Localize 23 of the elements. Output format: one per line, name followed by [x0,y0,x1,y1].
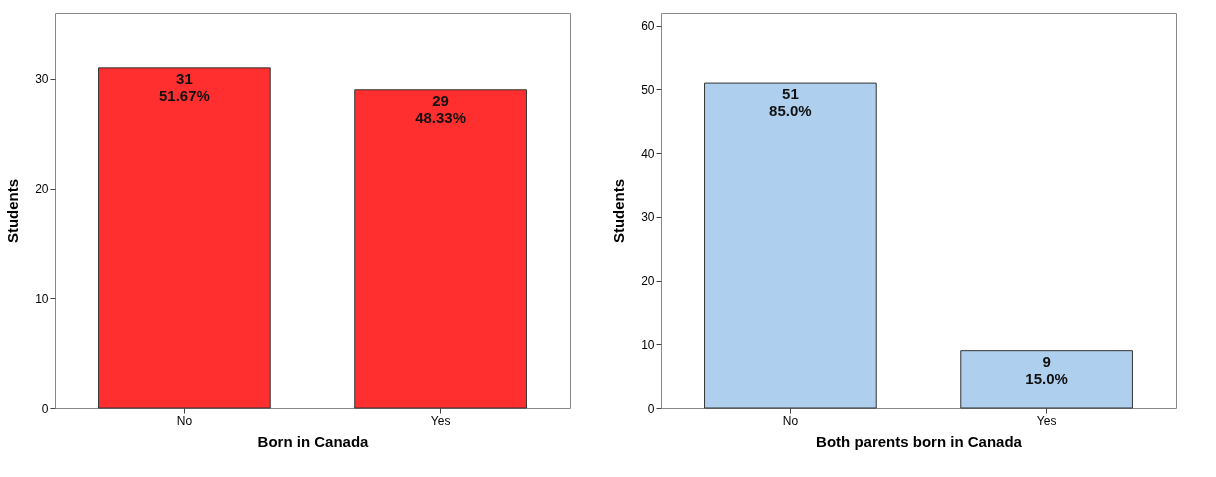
y-axis-title: Students [610,178,628,244]
x-tick-label: Yes [1036,413,1057,428]
y-tick-label: 0 [647,401,655,416]
y-tick-label: 20 [35,182,49,197]
y-tick-label: 0 [41,401,49,416]
x-tick-label: No [176,413,193,428]
x-tick-label: No [782,413,799,428]
data-label: 31 51.67% [158,69,210,104]
y-tick-label: 60 [641,19,655,34]
data-label: 51 85.0% [769,85,812,120]
y-axis-title: Students [4,178,22,244]
y-tick-label: 30 [35,72,49,87]
y-tick-label: 10 [35,291,49,306]
x-axis-title: Both parents born in Canada [816,432,1023,450]
data-label: 9 15.0% [1025,352,1068,387]
y-tick-label: 30 [641,210,655,225]
x-axis-title: Born in Canada [257,432,370,450]
y-tick-label: 20 [641,274,655,289]
data-label: 29 48.33% [415,91,467,126]
y-tick-label: 50 [641,82,655,97]
y-tick-label: 40 [641,146,655,161]
y-tick-label: 10 [641,337,655,352]
x-tick-label: Yes [430,413,451,428]
